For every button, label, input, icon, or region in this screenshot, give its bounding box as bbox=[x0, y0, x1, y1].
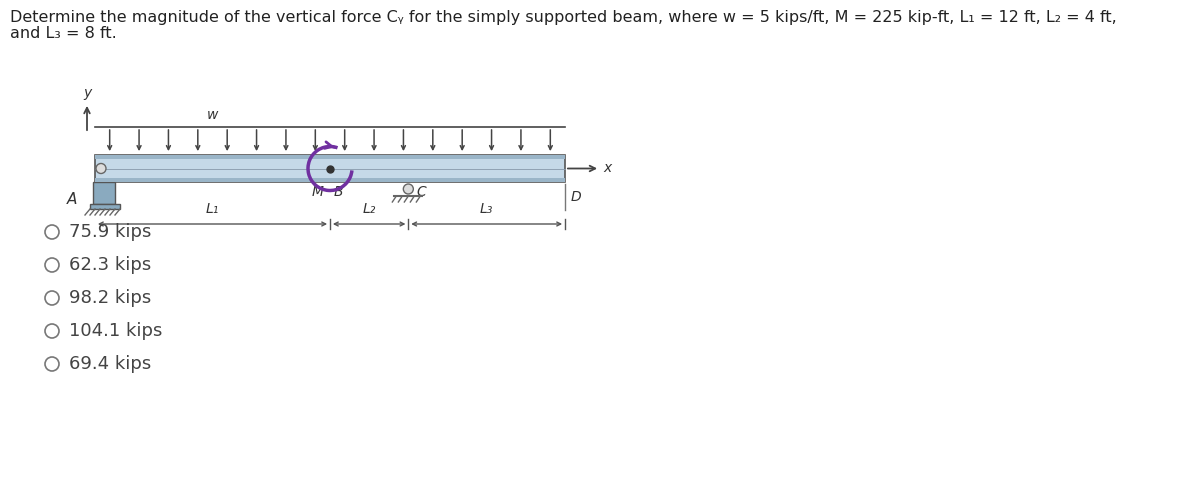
Circle shape bbox=[45, 258, 58, 272]
Text: B: B bbox=[334, 185, 343, 199]
Text: 98.2 kips: 98.2 kips bbox=[69, 289, 151, 307]
Text: A: A bbox=[67, 191, 77, 206]
Text: 104.1 kips: 104.1 kips bbox=[69, 322, 162, 340]
Bar bbox=[95, 178, 565, 182]
Bar bbox=[95, 155, 565, 159]
Text: y: y bbox=[83, 86, 91, 100]
Text: C: C bbox=[416, 185, 426, 199]
Text: L₂: L₂ bbox=[362, 202, 375, 216]
Text: Determine the magnitude of the vertical force Cᵧ for the simply supported beam, : Determine the magnitude of the vertical … bbox=[10, 10, 1117, 25]
Text: L₃: L₃ bbox=[480, 202, 493, 216]
Text: 62.3 kips: 62.3 kips bbox=[69, 256, 151, 274]
Text: D: D bbox=[571, 190, 582, 204]
Text: 69.4 kips: 69.4 kips bbox=[69, 355, 151, 373]
Circle shape bbox=[45, 225, 58, 239]
Circle shape bbox=[45, 357, 58, 371]
Bar bbox=[91, 204, 120, 209]
Text: M: M bbox=[312, 185, 324, 199]
Circle shape bbox=[403, 184, 414, 194]
Bar bbox=[95, 155, 565, 182]
Text: 75.9 kips: 75.9 kips bbox=[69, 223, 151, 241]
Text: w: w bbox=[207, 108, 218, 122]
Text: x: x bbox=[603, 162, 611, 175]
Circle shape bbox=[45, 291, 58, 305]
Text: and L₃ = 8 ft.: and L₃ = 8 ft. bbox=[10, 26, 117, 41]
Circle shape bbox=[45, 324, 58, 338]
Circle shape bbox=[97, 164, 106, 173]
Text: L₁: L₁ bbox=[206, 202, 219, 216]
Bar bbox=[93, 182, 114, 204]
